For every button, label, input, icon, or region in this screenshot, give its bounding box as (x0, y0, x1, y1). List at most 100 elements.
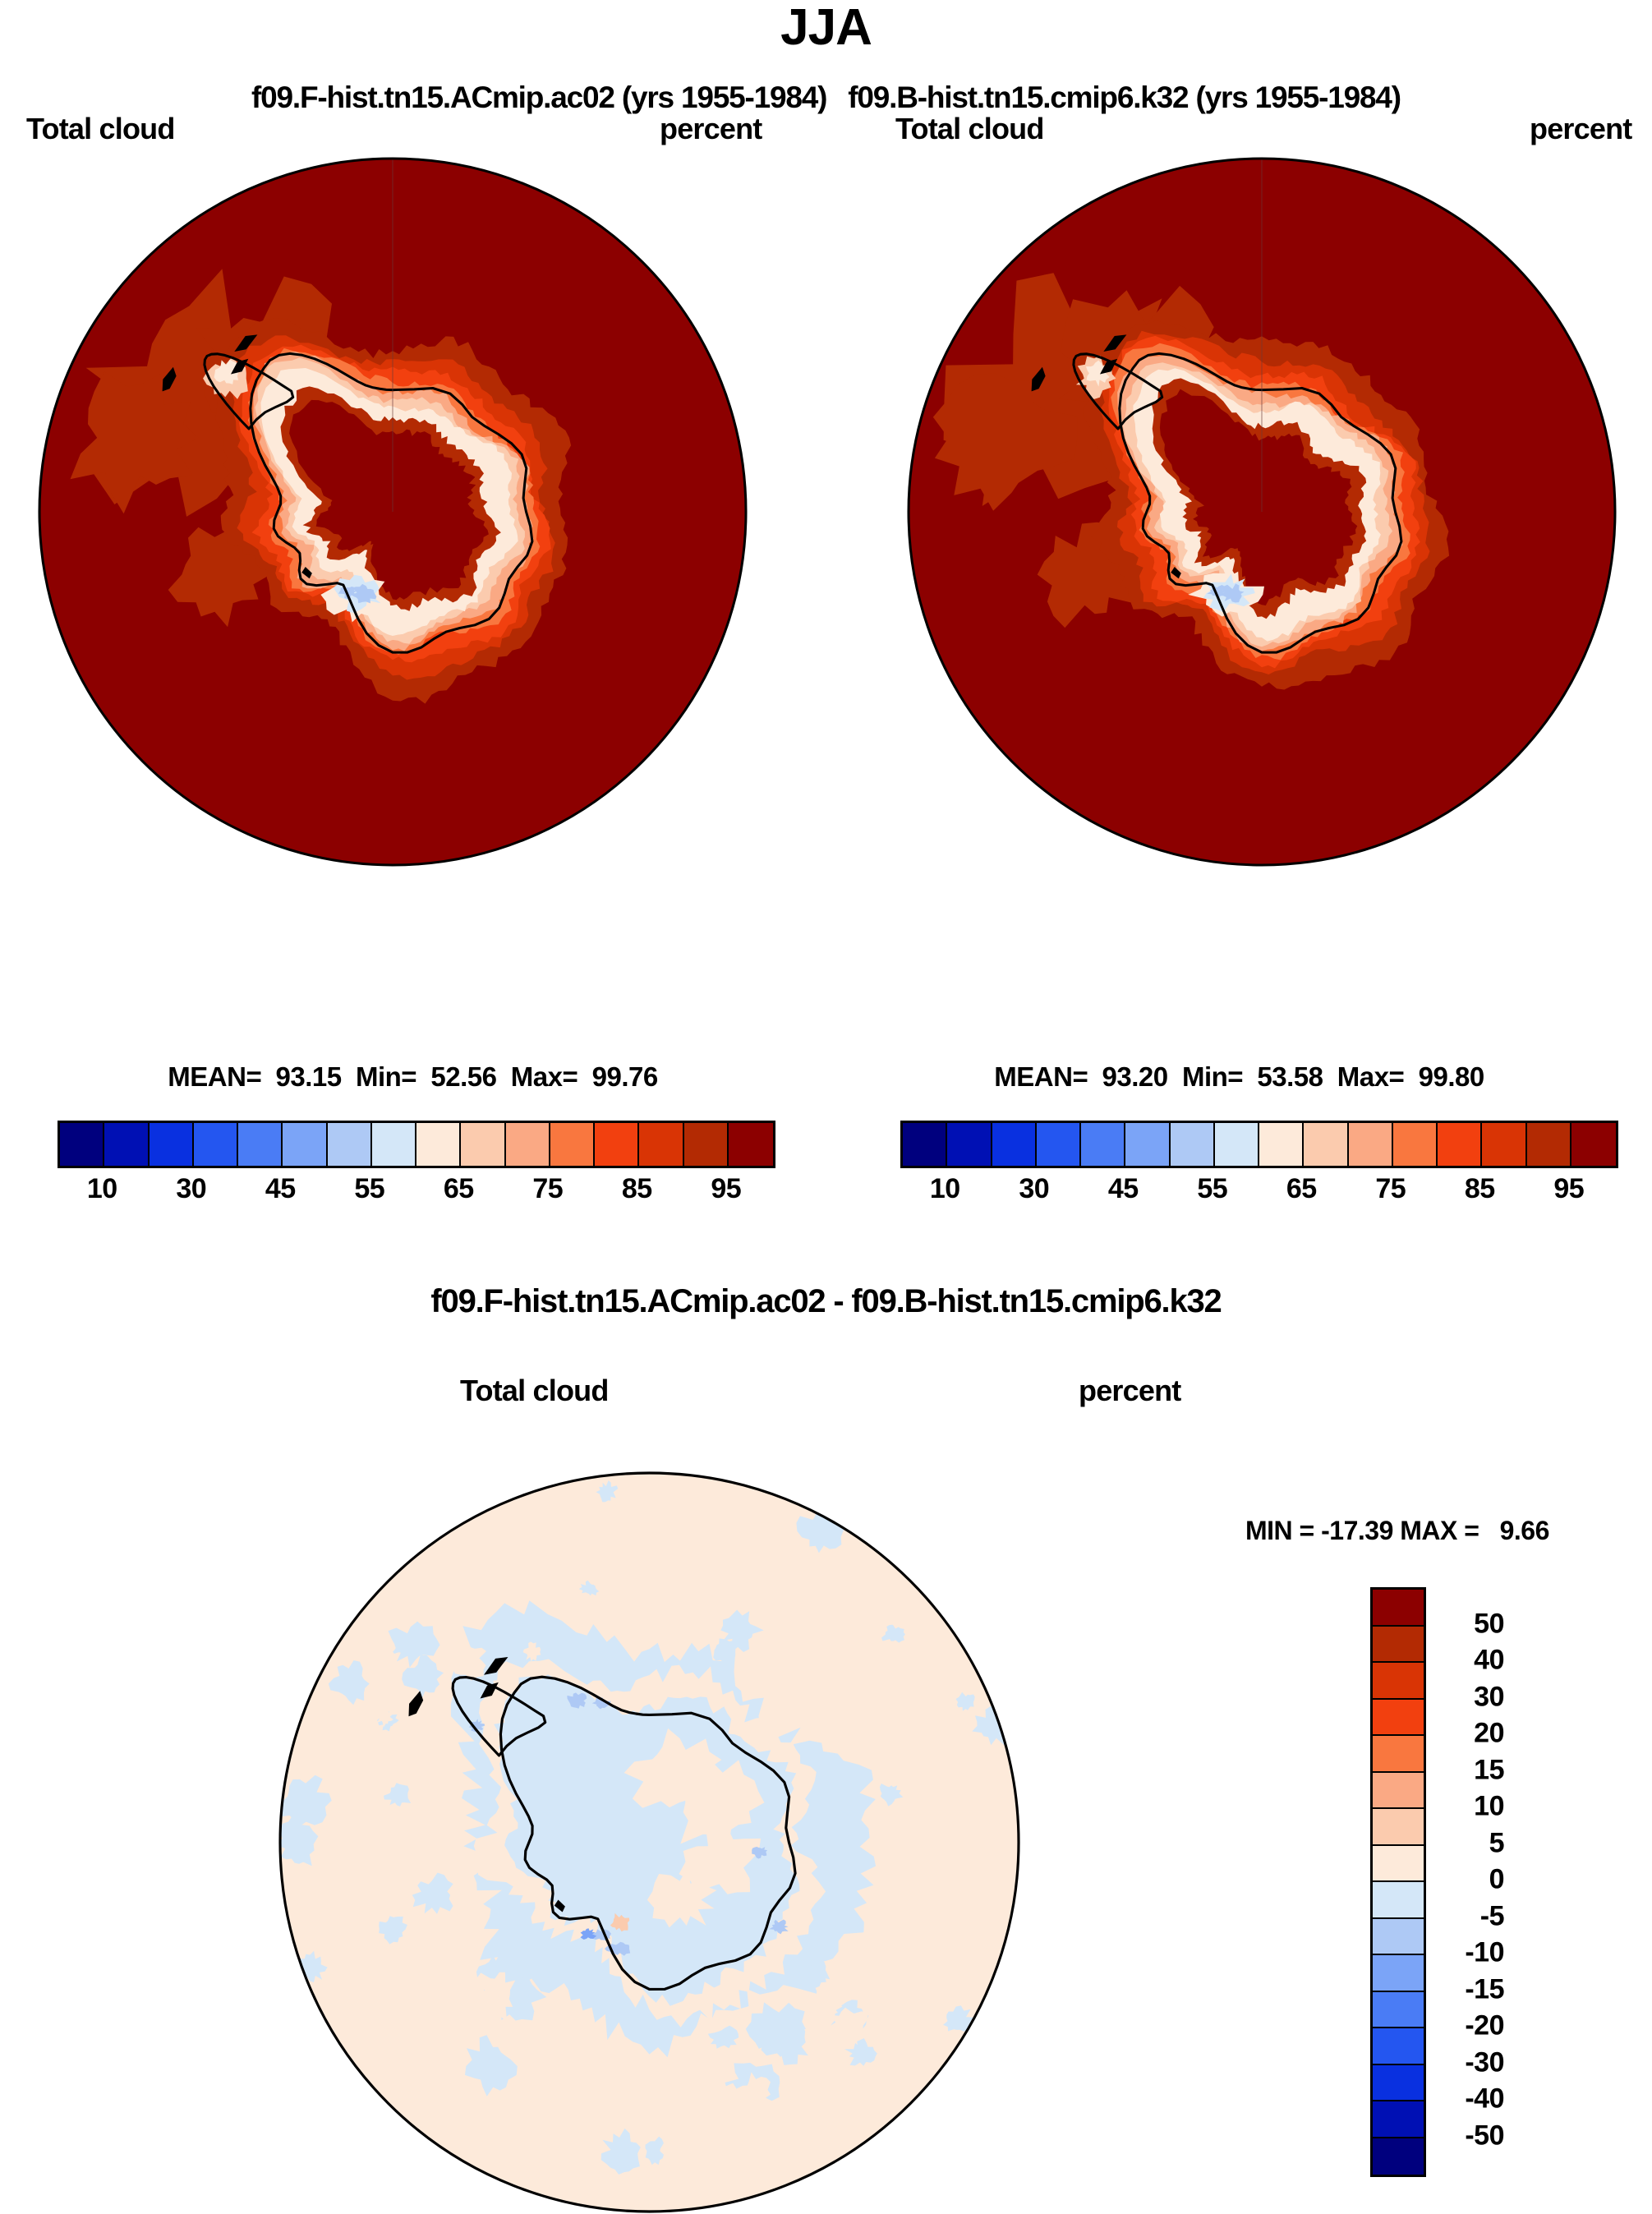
colorbar-cell (1081, 1123, 1126, 1166)
right-polar-map (906, 156, 1617, 868)
colorbar-cell (104, 1123, 150, 1166)
right-colorbar (900, 1121, 1618, 1168)
colorbar-cell (416, 1123, 462, 1166)
difference-colorbar (1370, 1587, 1426, 2177)
colorbar-cell (327, 1123, 372, 1166)
colorbar-cell (683, 1123, 729, 1166)
colorbar-tick-label: 5 (1489, 1827, 1505, 1858)
case-title-row: f09.F-hist.tn15.ACmip.ac02 (yrs 1955-198… (0, 81, 1652, 115)
colorbar-cell (149, 1123, 194, 1166)
colorbar-cell (1373, 1663, 1424, 1700)
colorbar-tick-label: 20 (1474, 1717, 1504, 1749)
colorbar-cell (1348, 1123, 1393, 1166)
colorbar-tick-label: 65 (443, 1173, 474, 1204)
colorbar-cell (238, 1123, 283, 1166)
colorbar-cell (461, 1123, 506, 1166)
left-case-title: f09.F-hist.tn15.ACmip.ac02 (yrs 1955-198… (251, 81, 827, 114)
colorbar-cell (1571, 1123, 1616, 1166)
colorbar-cell (193, 1123, 238, 1166)
colorbar-tick-label: 55 (354, 1173, 385, 1204)
colorbar-tick-label: -20 (1465, 2009, 1504, 2041)
colorbar-cell (1373, 2138, 1424, 2175)
colorbar-cell (639, 1123, 684, 1166)
colorbar-tick-label: 95 (711, 1173, 742, 1204)
colorbar-tick-label: 85 (621, 1173, 652, 1204)
colorbar-cell (1373, 1955, 1424, 1992)
colorbar-tick-label: -30 (1465, 2046, 1504, 2078)
left-colorbar-labels: 10 30 45 55 65 75 85 95 (58, 1173, 771, 1209)
colorbar-cell (1482, 1123, 1527, 1166)
colorbar-tick-label: 45 (265, 1173, 296, 1204)
colorbar-cell (1214, 1123, 1259, 1166)
colorbar-cell (1438, 1123, 1483, 1166)
colorbar-cell (1373, 1590, 1424, 1627)
difference-polar-map (278, 1471, 1021, 2214)
colorbar-cell (947, 1123, 992, 1166)
right-variable-label: Total cloud (895, 112, 1044, 145)
right-stats-line: MEAN= 93.20 Min= 53.58 Max= 99.80 (994, 1061, 1484, 1092)
colorbar-cell (1373, 1736, 1424, 1773)
colorbar-cell (1373, 1699, 1424, 1736)
colorbar-cell (1373, 1626, 1424, 1663)
colorbar-cell (1373, 1918, 1424, 1955)
colorbar-tick-label: -5 (1479, 1900, 1505, 1931)
difference-variable-label: Total cloud (460, 1374, 609, 1407)
colorbar-cell (1304, 1123, 1349, 1166)
difference-case-title: f09.F-hist.tn15.ACmip.ac02 - f09.B-hist.… (430, 1283, 1222, 1319)
colorbar-tick-label: 65 (1286, 1173, 1317, 1204)
colorbar-tick-label: -10 (1465, 1936, 1504, 1968)
right-case-title: f09.B-hist.tn15.cmip6.k32 (yrs 1955-1984… (848, 81, 1401, 114)
colorbar-cell (728, 1123, 773, 1166)
colorbar-cell (1526, 1123, 1571, 1166)
left-polar-map (37, 156, 748, 868)
right-units-label: percent (1530, 112, 1632, 145)
difference-minmax-line: MIN = -17.39 MAX = 9.66 (1245, 1516, 1549, 1545)
colorbar-tick-label: 95 (1553, 1173, 1585, 1204)
colorbar-cell (1373, 1845, 1424, 1882)
colorbar-tick-label: 50 (1474, 1608, 1504, 1639)
colorbar-tick-label: 85 (1464, 1173, 1495, 1204)
colorbar-cell (1036, 1123, 1081, 1166)
left-units-label: percent (660, 112, 762, 145)
right-colorbar-labels: 10 30 45 55 65 75 85 95 (900, 1173, 1613, 1209)
colorbar-cell (1373, 2028, 1424, 2065)
colorbar-cell (1373, 1772, 1424, 1809)
colorbar-tick-label: -50 (1465, 2120, 1504, 2151)
colorbar-tick-label: 10 (86, 1173, 117, 1204)
colorbar-cell (1373, 1882, 1424, 1919)
colorbar-tick-label: 10 (1474, 1790, 1504, 1822)
colorbar-cell (1125, 1123, 1171, 1166)
colorbar-cell (283, 1123, 328, 1166)
colorbar-cell (1392, 1123, 1438, 1166)
colorbar-cell (595, 1123, 640, 1166)
left-stats-line: MEAN= 93.15 Min= 52.56 Max= 99.76 (168, 1061, 658, 1092)
colorbar-cell (1373, 1809, 1424, 1846)
colorbar-tick-label: 0 (1489, 1863, 1505, 1895)
difference-colorbar-labels: 50 40 30 20 15 10 5 0 -5 -10 -15 -20 -30 -40 -50 (1433, 1587, 1504, 2172)
colorbar-tick-label: 40 (1474, 1644, 1504, 1676)
colorbar-cell (371, 1123, 416, 1166)
colorbar-tick-label: 75 (1375, 1173, 1406, 1204)
left-variable-label: Total cloud (26, 112, 175, 145)
colorbar-cell (1373, 2064, 1424, 2101)
colorbar-tick-label: 30 (176, 1173, 207, 1204)
figure-main-title: JJA (780, 0, 872, 56)
colorbar-tick-label: 10 (929, 1173, 960, 1204)
colorbar-cell (60, 1123, 105, 1166)
colorbar-cell (1373, 1991, 1424, 2028)
colorbar-cell (1373, 2101, 1424, 2138)
colorbar-tick-label: 55 (1197, 1173, 1228, 1204)
left-colorbar (58, 1121, 775, 1168)
colorbar-tick-label: 75 (532, 1173, 564, 1204)
colorbar-tick-label: 30 (1474, 1681, 1504, 1712)
colorbar-tick-label: 45 (1107, 1173, 1139, 1204)
colorbar-cell (1259, 1123, 1305, 1166)
colorbar-cell (1170, 1123, 1215, 1166)
colorbar-cell (992, 1123, 1037, 1166)
colorbar-tick-label: -40 (1465, 2083, 1504, 2115)
colorbar-cell (550, 1123, 595, 1166)
difference-units-label: percent (1079, 1374, 1181, 1407)
colorbar-tick-label: 15 (1474, 1754, 1504, 1785)
colorbar-cell (903, 1123, 948, 1166)
colorbar-tick-label: 30 (1019, 1173, 1050, 1204)
